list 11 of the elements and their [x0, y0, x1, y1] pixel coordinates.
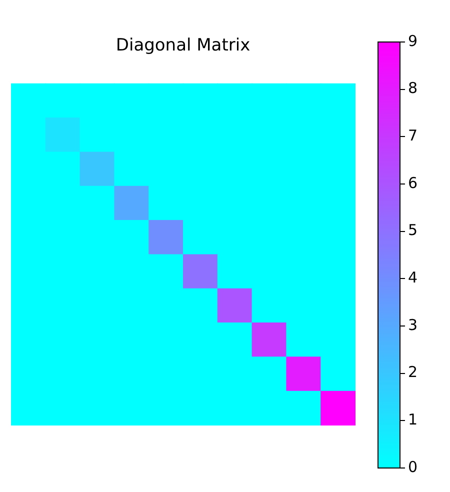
- color-bar-label: 6: [408, 174, 418, 192]
- color-bar-label: 8: [408, 79, 418, 98]
- chart-title: Diagonal Matrix: [116, 36, 250, 56]
- color-bar-label: 0: [408, 458, 418, 476]
- color-bar-label: 9: [408, 32, 418, 50]
- color-bar-label: 4: [408, 268, 418, 287]
- color-bar-label: 1: [408, 410, 418, 429]
- color-bar-label: 7: [408, 126, 418, 145]
- color-bar-label: 2: [408, 363, 418, 382]
- color-bar-label: 3: [408, 316, 418, 334]
- color-bar-label: 5: [408, 221, 418, 240]
